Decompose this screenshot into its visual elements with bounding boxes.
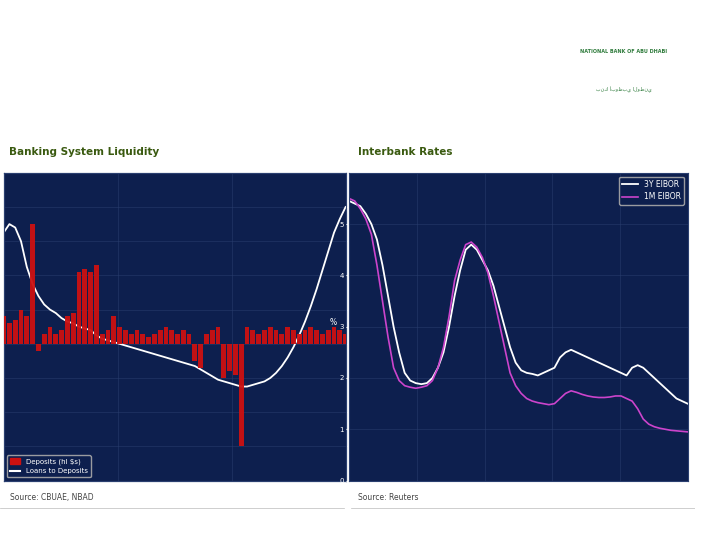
Bar [302, 330, 307, 344]
Bar [204, 334, 209, 344]
Bar [228, 344, 232, 371]
3Y EIBOR [550, 364, 559, 371]
3Y EIBOR [411, 380, 420, 387]
Bar [256, 334, 261, 344]
1M EIBOR [639, 416, 647, 422]
Bar [88, 272, 93, 344]
Bar [19, 309, 23, 344]
Bar [233, 344, 238, 375]
Bar [13, 320, 17, 344]
Y-axis label: Dirham (billion): Dirham (billion) [367, 296, 377, 357]
Bar [7, 323, 12, 344]
Bar [192, 344, 197, 361]
Bar [186, 334, 192, 344]
Text: Interbank Rates: Interbank Rates [358, 147, 452, 157]
Bar [42, 334, 47, 344]
Bar [239, 344, 243, 447]
Bar [140, 334, 145, 344]
Line: 1M EIBOR: 1M EIBOR [349, 198, 688, 432]
1M EIBOR [373, 262, 382, 268]
Text: Source: CBUAE, NBAD: Source: CBUAE, NBAD [10, 493, 94, 502]
3Y EIBOR [683, 400, 692, 407]
1M EIBOR [345, 195, 354, 201]
Bar [1, 316, 6, 344]
Bar [216, 327, 220, 344]
Bar [135, 330, 139, 344]
Bar [279, 334, 284, 344]
Bar [112, 316, 116, 344]
3Y EIBOR [433, 364, 442, 371]
3Y EIBOR [345, 198, 354, 204]
Bar [30, 224, 35, 344]
Text: Source: Reuters: Source: Reuters [358, 493, 418, 502]
Text: UAE Banking System: UAE Banking System [17, 61, 245, 80]
Y-axis label: %: % [330, 318, 337, 327]
Bar [210, 330, 215, 344]
Bar [65, 316, 70, 344]
Text: 2: 2 [703, 521, 711, 531]
Bar [314, 330, 319, 344]
Text: NATIONAL BANK OF ABU DHABI: NATIONAL BANK OF ABU DHABI [580, 49, 667, 54]
Bar [338, 330, 342, 344]
Legend: 3Y EIBOR, 1M EIBOR: 3Y EIBOR, 1M EIBOR [619, 177, 684, 205]
Bar [152, 334, 157, 344]
Bar [198, 344, 203, 368]
Bar [169, 330, 174, 344]
Line: 3Y EIBOR: 3Y EIBOR [349, 201, 688, 403]
3Y EIBOR [639, 364, 647, 371]
1M EIBOR [411, 385, 420, 392]
Bar [24, 316, 30, 344]
Bar [181, 330, 186, 344]
Bar [82, 268, 87, 344]
Bar [308, 327, 313, 344]
Text: بنك أبوظبي الوطني: بنك أبوظبي الوطني [595, 87, 652, 93]
Bar [123, 330, 127, 344]
Bar [297, 334, 302, 344]
Bar [48, 327, 53, 344]
3Y EIBOR [678, 398, 686, 404]
Bar [117, 327, 122, 344]
1M EIBOR [550, 400, 559, 407]
Bar [332, 327, 336, 344]
Bar [222, 344, 226, 378]
Bar [262, 330, 267, 344]
Bar [285, 327, 290, 344]
1M EIBOR [678, 428, 686, 435]
Bar [291, 330, 296, 344]
Text: Among the world's 50 safest banks in 2010 (Global Finance) | Official bank of th: Among the world's 50 safest banks in 201… [10, 523, 484, 529]
Bar [100, 334, 104, 344]
Bar [59, 330, 64, 344]
1M EIBOR [683, 429, 692, 435]
1M EIBOR [433, 364, 442, 371]
Bar [320, 334, 325, 344]
Bar [274, 330, 279, 344]
Bar [146, 337, 151, 344]
Bar [158, 330, 163, 344]
Bar [76, 272, 81, 344]
Bar [268, 327, 273, 344]
Bar [94, 265, 99, 344]
Bar [36, 344, 41, 350]
Bar [106, 330, 110, 344]
Legend: Deposits (hl $s), Loans to Deposits: Deposits (hl $s), Loans to Deposits [7, 455, 91, 477]
Bar [245, 327, 249, 344]
Text: Banking System Liquidity: Banking System Liquidity [9, 147, 159, 157]
3Y EIBOR [373, 236, 382, 242]
Bar [53, 334, 58, 344]
Bar [326, 330, 330, 344]
Bar [175, 334, 180, 344]
Bar [343, 334, 348, 344]
Bar [71, 313, 76, 344]
Bar [251, 330, 256, 344]
Bar [163, 327, 168, 344]
Bar [129, 334, 133, 344]
